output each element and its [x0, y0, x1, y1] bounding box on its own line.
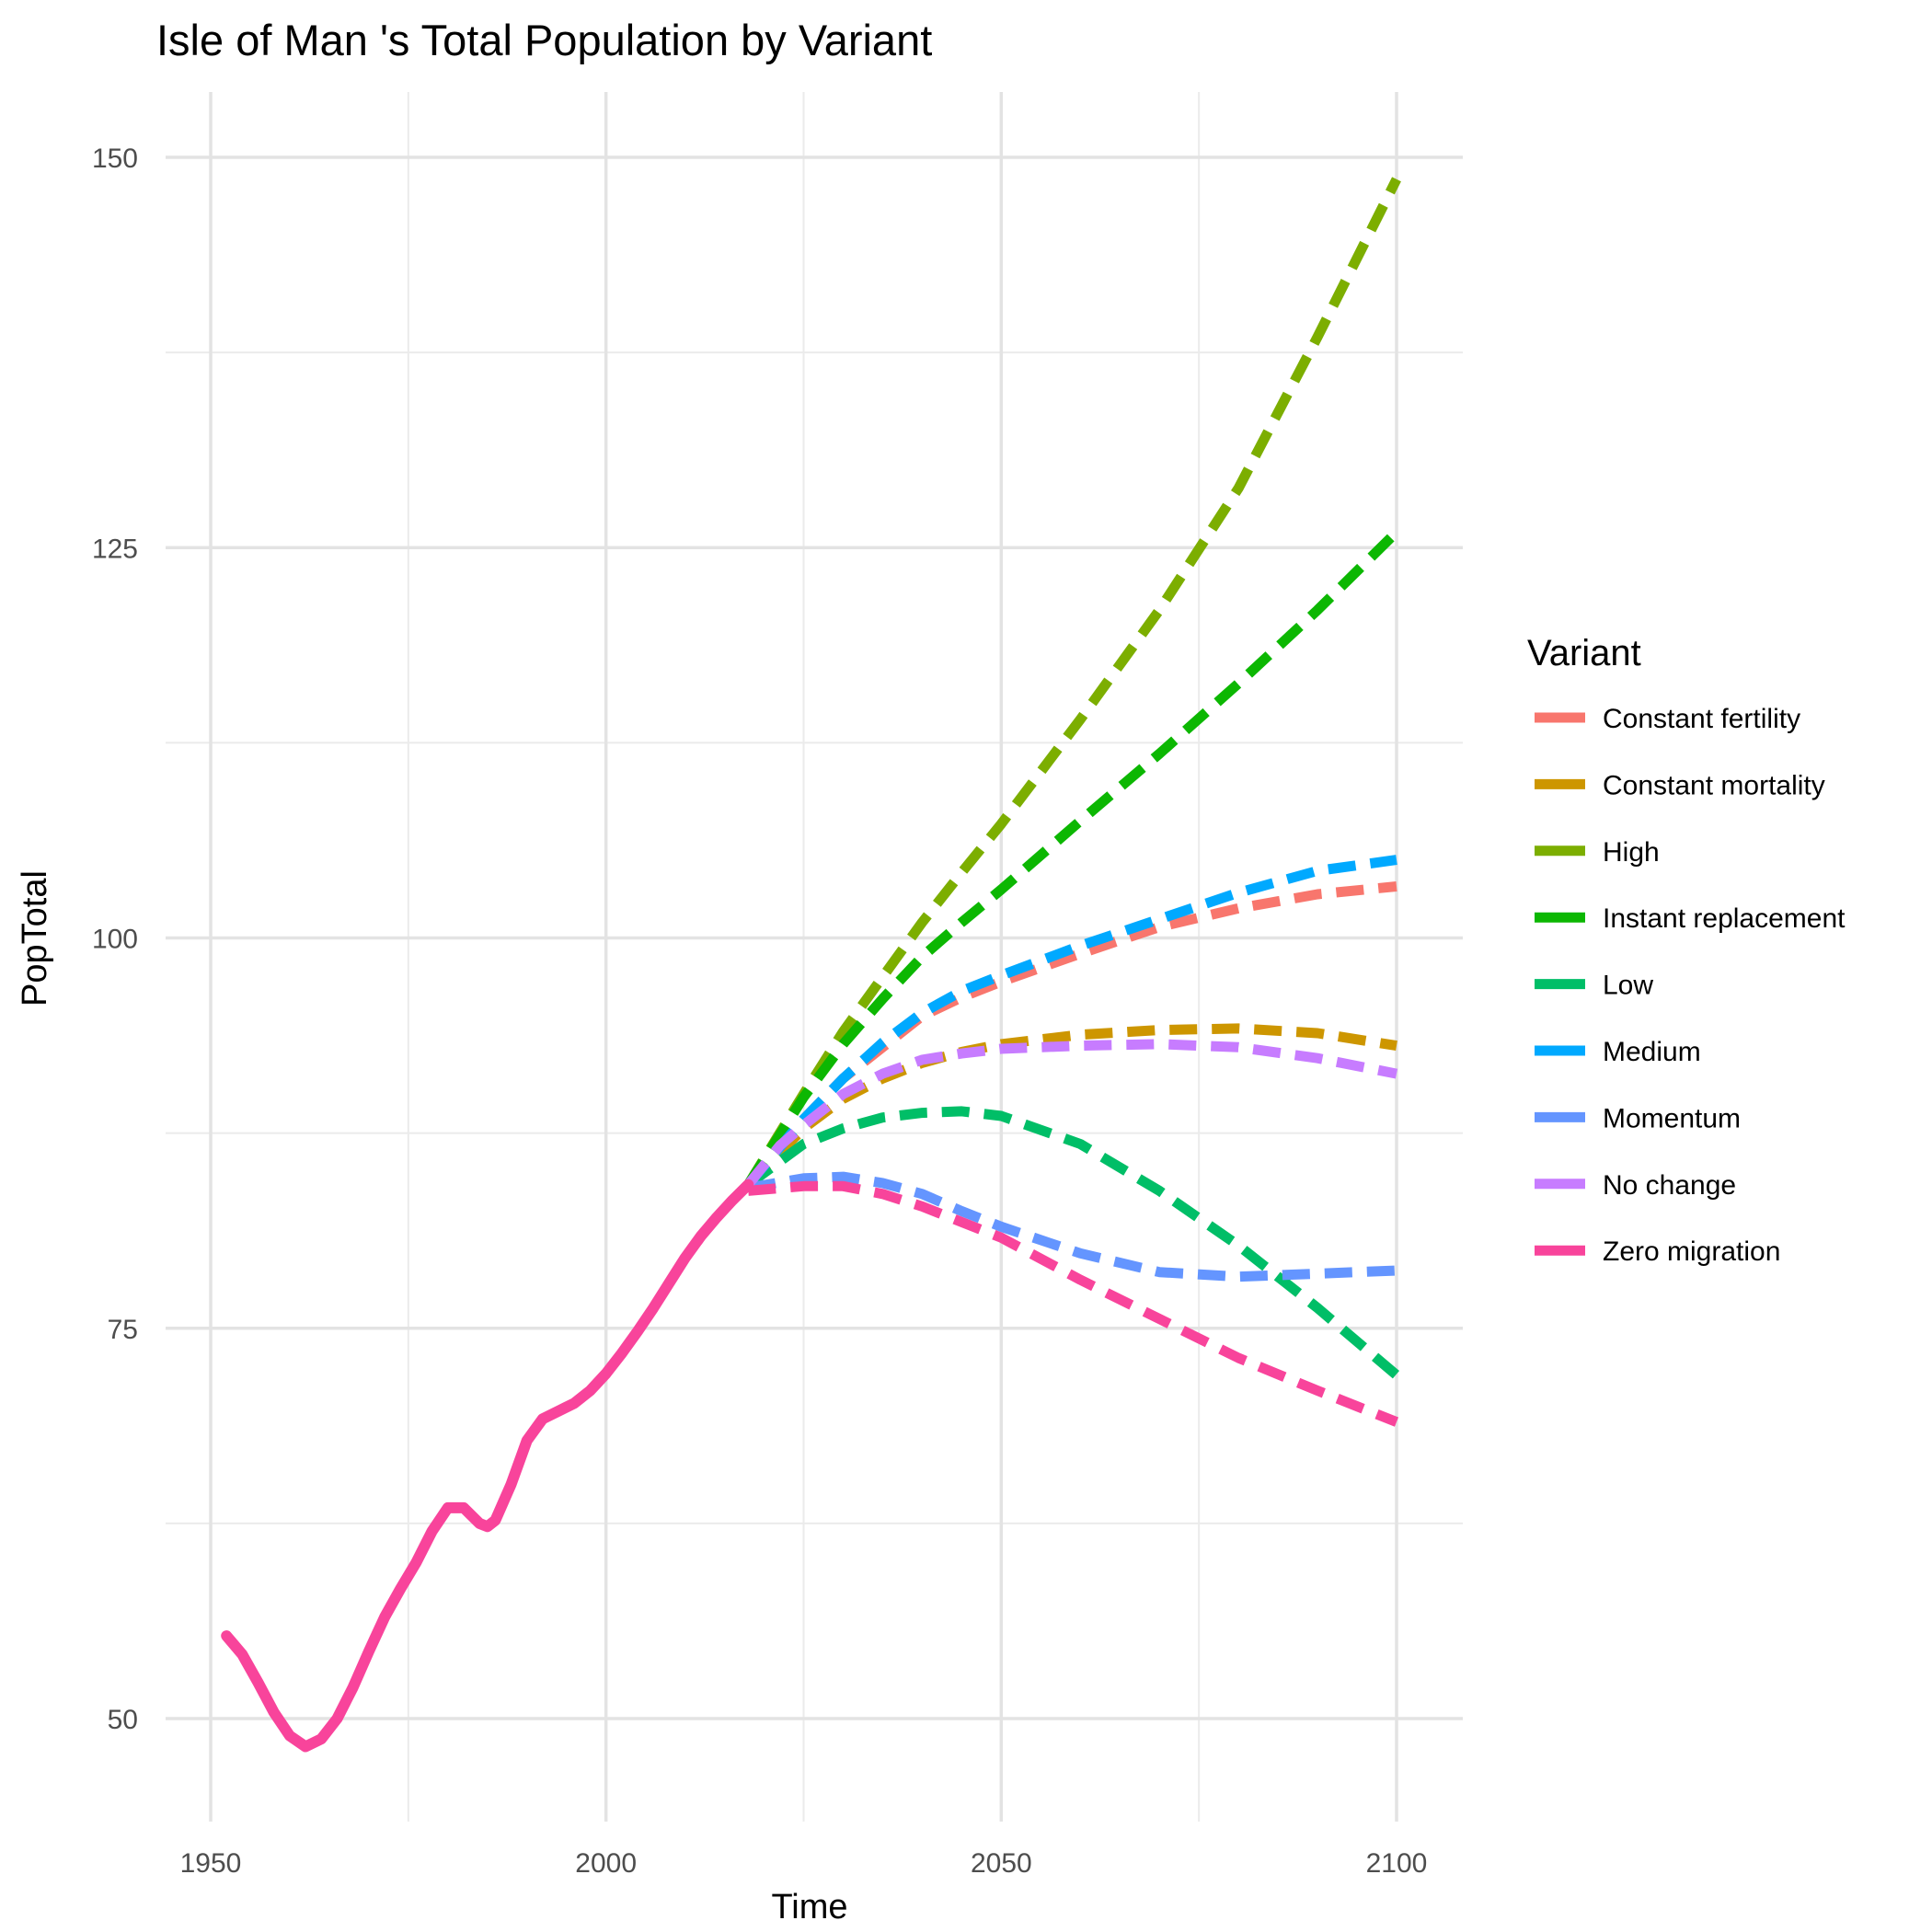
x-tick-label: 1950: [180, 1848, 242, 1879]
x-axis-title: Time: [771, 1888, 847, 1926]
grid: [166, 92, 1463, 1822]
chart-title: Isle of Man 's Total Population by Varia…: [156, 16, 932, 64]
legend-label-2: High: [1603, 837, 1660, 868]
legend-label-8: Zero migration: [1603, 1236, 1780, 1267]
y-axis-title: PopTotal: [16, 870, 54, 1006]
y-tick-label: 125: [92, 534, 138, 564]
x-tick-label: 2100: [1366, 1848, 1428, 1879]
y-tick-label: 150: [92, 144, 138, 174]
legend-label-5: Medium: [1603, 1037, 1701, 1067]
y-tick-label: 75: [108, 1315, 138, 1345]
x-tick-labels: 1950 2000 2050 2100: [180, 1848, 1428, 1879]
series-lines: [221, 177, 1401, 1753]
series-line-8: [747, 1180, 1399, 1427]
legend-label-4: Low: [1603, 971, 1653, 1001]
legend: Variant Constant fertility Constant morta…: [1527, 633, 1846, 1267]
legend-label-7: No change: [1603, 1170, 1736, 1201]
series-line-6: [747, 1171, 1397, 1282]
y-tick-label: 100: [92, 925, 138, 955]
series-line-5: [744, 855, 1397, 1189]
legend-label-3: Instant replacement: [1603, 903, 1846, 934]
series-line-7: [744, 1039, 1398, 1189]
x-tick-label: 2050: [971, 1848, 1032, 1879]
y-tick-labels: 50 75 100 125 150: [92, 144, 138, 1735]
legend-title: Variant: [1527, 633, 1641, 673]
series-line-4: [745, 1106, 1400, 1379]
series-line-3: [743, 528, 1400, 1188]
legend-label-1: Constant mortality: [1603, 770, 1825, 800]
x-tick-label: 2000: [575, 1848, 637, 1879]
y-tick-label: 50: [108, 1705, 138, 1735]
legend-label-6: Momentum: [1603, 1103, 1741, 1133]
historical-line: [221, 1179, 754, 1753]
legend-label-0: Constant fertility: [1603, 704, 1800, 734]
